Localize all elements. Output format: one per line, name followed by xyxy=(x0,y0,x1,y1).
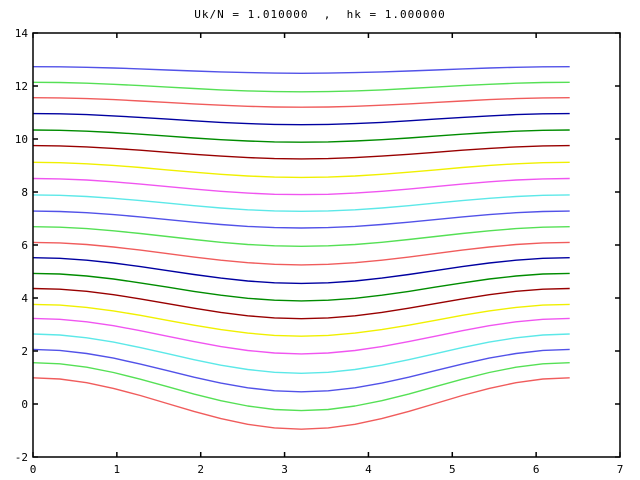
curve-4 xyxy=(32,112,570,126)
curve-lines xyxy=(32,66,570,430)
axis-ticks xyxy=(32,32,621,458)
x-tick-label: 2 xyxy=(197,463,204,476)
curve-20 xyxy=(32,362,570,412)
curve-21 xyxy=(32,377,570,430)
x-tick-label: 0 xyxy=(30,463,37,476)
curve-1 xyxy=(32,66,570,75)
curve-6 xyxy=(32,144,570,160)
x-axis-labels: 0 1 2 3 4 5 6 7 xyxy=(30,463,624,476)
chart-title: Uk/N = 1.010000 , hk = 1.000000 xyxy=(194,8,446,21)
curve-8 xyxy=(32,177,570,196)
curve-10 xyxy=(32,210,570,229)
x-tick-label: 5 xyxy=(449,463,456,476)
plot-border xyxy=(32,32,621,458)
curve-16 xyxy=(32,303,570,337)
curve-11 xyxy=(32,226,570,248)
x-tick-label: 4 xyxy=(365,463,372,476)
curve-14 xyxy=(32,272,570,302)
y-tick-label: 8 xyxy=(21,186,28,199)
y-tick-label: -2 xyxy=(15,451,28,464)
curve-15 xyxy=(32,287,570,320)
curve-17 xyxy=(32,317,570,355)
y-axis-labels: -2 0 2 4 6 8 10 12 14 xyxy=(15,27,29,464)
curve-18 xyxy=(32,333,570,374)
y-tick-label: 12 xyxy=(15,80,28,93)
curve-7 xyxy=(32,161,570,179)
x-tick-label: 1 xyxy=(114,463,121,476)
x-tick-label: 7 xyxy=(617,463,624,476)
curve-3 xyxy=(32,97,570,108)
y-tick-label: 10 xyxy=(15,133,28,146)
curve-5 xyxy=(32,129,570,143)
y-tick-label: 2 xyxy=(21,345,28,358)
curve-2 xyxy=(32,81,570,93)
y-tick-label: 0 xyxy=(21,398,28,411)
y-tick-label: 4 xyxy=(21,292,28,305)
curve-9 xyxy=(32,194,570,213)
y-tick-label: 14 xyxy=(15,27,29,40)
x-tick-label: 6 xyxy=(533,463,540,476)
curve-12 xyxy=(32,241,570,266)
x-tick-label: 3 xyxy=(281,463,288,476)
curve-13 xyxy=(32,257,570,285)
y-tick-label: 6 xyxy=(21,239,28,252)
curve-19 xyxy=(32,348,570,393)
